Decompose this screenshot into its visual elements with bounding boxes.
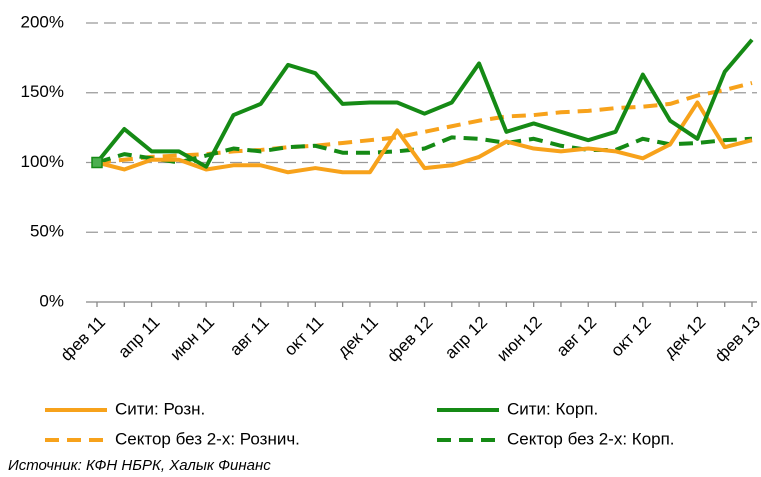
legend-label: Сити: Розн. [115, 399, 205, 418]
x-tick-label: апр 12 [441, 313, 491, 363]
x-tick-label: авг 12 [553, 313, 601, 361]
y-tick-label: 200% [21, 12, 64, 31]
legend-label: Сити: Корп. [507, 399, 598, 418]
x-tick-label: дек 11 [334, 313, 382, 361]
x-tick-label: окт 11 [280, 313, 327, 360]
legend-label: Сектор без 2-х: Рознич. [115, 429, 300, 448]
x-tick-label: апр 11 [114, 313, 163, 362]
y-tick-label: 50% [30, 222, 64, 241]
x-tick-label: дек 12 [660, 313, 709, 362]
y-tick-label: 150% [21, 82, 64, 101]
x-tick-label: июн 12 [493, 313, 546, 366]
series-line [96, 135, 753, 165]
x-tick-label: июн 11 [167, 313, 219, 365]
start-marker [91, 156, 103, 169]
x-tick-label: фев 11 [57, 313, 109, 365]
y-tick-label: 0% [39, 291, 64, 310]
x-tick-label: авг 11 [226, 313, 273, 360]
x-tick-label: фев 12 [383, 313, 436, 366]
series-line [96, 100, 753, 175]
series-line [95, 38, 754, 169]
source-note: Источник: КФН НБРК, Халык Финанс [8, 457, 271, 474]
y-tick-label: 100% [21, 152, 64, 171]
x-tick-label: фев 13 [711, 313, 761, 366]
legend-label: Сектор без 2-х: Корп. [507, 429, 675, 448]
x-tick-label: окт 12 [607, 313, 655, 361]
